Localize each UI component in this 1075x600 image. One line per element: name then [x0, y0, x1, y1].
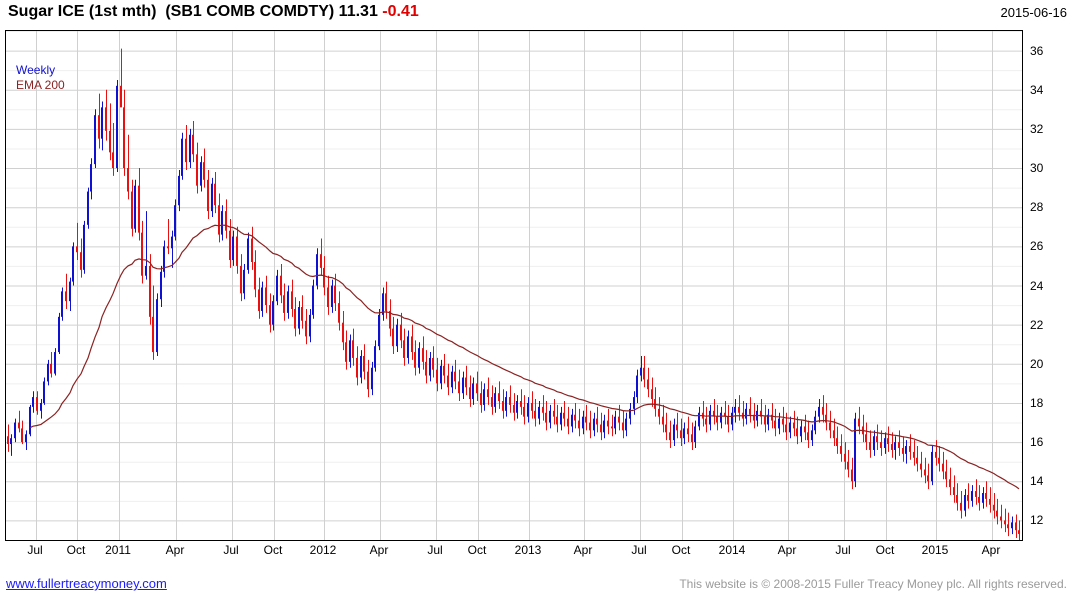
- x-axis-tick-7: Apr: [369, 543, 389, 557]
- chart-header: Sugar ICE (1st mth) (SB1 COMB COMDTY) 11…: [0, 0, 1075, 28]
- x-axis-tick-13: Oct: [671, 543, 691, 557]
- y-axis-tick-20: 20: [1030, 356, 1044, 371]
- candlestick-chart-svg: [6, 31, 1022, 540]
- x-axis-tick-0: Jul: [27, 543, 43, 557]
- ema-200-line: [29, 224, 1020, 490]
- grid-lines: [6, 31, 1022, 540]
- x-axis-tick-4: Jul: [223, 543, 239, 557]
- instrument-title: Sugar ICE (1st mth) (SB1 COMB COMDTY) 11…: [8, 3, 383, 20]
- x-axis-tick-9: Oct: [467, 543, 487, 557]
- y-axis-tick-34: 34: [1030, 82, 1044, 97]
- y-axis-tick-16: 16: [1030, 435, 1044, 450]
- chart-plot-area[interactable]: Weekly EMA 200: [5, 30, 1023, 541]
- page-footer: www.fullertreacymoney.com This website i…: [0, 574, 1075, 598]
- x-axis: Jul Oct 2011 Apr Jul Oct 2012 Apr Jul Oct 2013 Apr J…: [5, 543, 1023, 563]
- x-axis-tick-19: Apr: [981, 543, 1001, 557]
- x-axis-tick-1: Oct: [66, 543, 86, 557]
- copyright-text: This website is © 2008-2015 Fuller Treac…: [679, 577, 1067, 591]
- x-axis-tick-2: 2011: [105, 543, 131, 557]
- y-axis-tick-12: 12: [1030, 513, 1044, 528]
- y-axis-tick-14: 14: [1030, 474, 1044, 489]
- x-axis-tick-17: Oct: [875, 543, 895, 557]
- x-axis-tick-11: Apr: [573, 543, 593, 557]
- y-axis-tick-28: 28: [1030, 200, 1044, 215]
- y-axis-tick-22: 22: [1030, 317, 1044, 332]
- candlestick-series: [7, 48, 1020, 540]
- x-axis-tick-12: Jul: [631, 543, 647, 557]
- x-axis-tick-5: Oct: [263, 543, 283, 557]
- site-link[interactable]: www.fullertreacymoney.com: [6, 576, 167, 591]
- y-axis-tick-18: 18: [1030, 395, 1044, 410]
- chart-date: 2015-06-16: [1000, 5, 1068, 20]
- x-axis-tick-15: Apr: [777, 543, 797, 557]
- page-title: Sugar ICE (1st mth) (SB1 COMB COMDTY) 11…: [8, 3, 419, 21]
- y-axis-tick-26: 26: [1030, 239, 1044, 254]
- x-axis-tick-18: 2015: [921, 543, 949, 557]
- x-axis-tick-6: 2012: [309, 543, 337, 557]
- x-axis-tick-14: 2014: [718, 543, 746, 557]
- y-axis-tick-36: 36: [1030, 43, 1044, 58]
- x-axis-tick-16: Jul: [835, 543, 851, 557]
- y-axis-tick-32: 32: [1030, 121, 1044, 136]
- y-axis-tick-30: 30: [1030, 161, 1044, 176]
- y-axis: 36 34 32 30 28 26 24 22 20 18 16 14 12: [1027, 30, 1075, 541]
- x-axis-tick-8: Jul: [427, 543, 443, 557]
- price-change: -0.41: [382, 3, 419, 20]
- y-axis-tick-24: 24: [1030, 278, 1044, 293]
- x-axis-tick-3: Apr: [165, 543, 185, 557]
- x-axis-tick-10: 2013: [514, 543, 542, 557]
